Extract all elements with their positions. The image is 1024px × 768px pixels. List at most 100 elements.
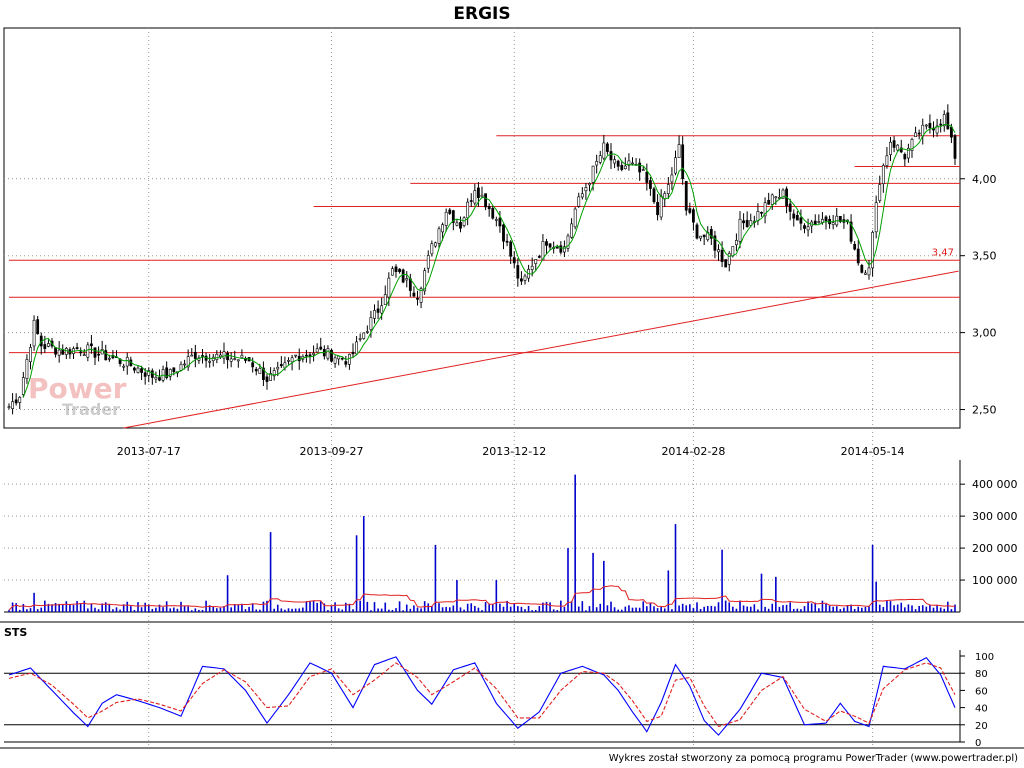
candle-body (451, 210, 455, 223)
footer-credit: Wykres został stworzony za pomocą progra… (608, 753, 1018, 764)
candle-body (365, 331, 369, 333)
candle-body (953, 135, 957, 159)
candle-body (896, 144, 900, 151)
candle-body (226, 352, 229, 361)
candle-body (459, 222, 462, 229)
candle-body (272, 370, 276, 377)
candle-body (441, 224, 444, 233)
candle-body (788, 203, 792, 212)
candle-body (939, 123, 943, 126)
candle-body (7, 406, 11, 408)
candle-body (821, 219, 824, 223)
candle-body (616, 160, 620, 167)
candle-body (122, 365, 126, 368)
chart-title: ERGIS (453, 4, 510, 24)
candle-body (878, 184, 882, 201)
candle-body (308, 354, 312, 357)
candle-body (136, 367, 140, 373)
candle-body (774, 196, 778, 199)
candle-body (735, 240, 738, 246)
candle-body (595, 161, 599, 166)
x-tick-label: 2013-09-27 (300, 445, 364, 458)
sts-tick-label: 40 (975, 704, 988, 715)
watermark: Power Trader (28, 372, 127, 419)
sts-main-line (8, 656, 956, 736)
candle-body (287, 360, 290, 362)
candle-body (623, 165, 627, 169)
candle-body (179, 364, 183, 371)
candle-body (193, 351, 197, 359)
candle-body (47, 343, 50, 347)
volume-tick-label: 400 000 (972, 478, 1018, 491)
sts-tick-label: 0 (975, 738, 981, 749)
candle-body (90, 343, 93, 346)
candle-body (344, 361, 348, 365)
candle-body (512, 257, 516, 264)
candle-body (699, 235, 702, 239)
y-tick-label: 4,00 (972, 173, 997, 186)
candle-body (509, 241, 513, 257)
candle-body (580, 193, 584, 198)
x-tick-label: 2013-07-17 (117, 445, 181, 458)
candle-body (942, 114, 946, 127)
candle-body (86, 344, 90, 358)
candle-body (817, 221, 821, 223)
candle-body (201, 355, 204, 357)
volume-tick-label: 100 000 (972, 574, 1018, 587)
candle-body (398, 268, 401, 272)
candle-body (190, 354, 194, 357)
candle-body (330, 349, 333, 362)
candle-body (803, 225, 806, 229)
candle-body (860, 265, 864, 273)
candle-body (588, 183, 591, 186)
volume-moving-average (8, 585, 956, 611)
price-frame (3, 27, 961, 429)
candle-body (907, 148, 910, 159)
candle-body (426, 255, 430, 269)
candle-body (104, 350, 108, 361)
candle-body (147, 370, 151, 376)
x-tick-label: 2014-05-14 (841, 445, 905, 458)
sts-tick-label: 60 (975, 686, 988, 697)
candle-body (738, 218, 742, 242)
candle-body (473, 190, 477, 204)
x-tick-label: 2014-02-28 (661, 445, 725, 458)
candle-body (917, 132, 921, 135)
candle-body (326, 348, 330, 359)
candle-body (333, 357, 337, 364)
candle-body (387, 277, 391, 298)
candle-body (946, 112, 950, 130)
candle-body (444, 211, 448, 226)
volume-tick-label: 300 000 (972, 510, 1018, 523)
candle-body (523, 275, 527, 281)
candle-body (910, 139, 914, 151)
candle-body (254, 368, 258, 372)
candle-body (620, 165, 624, 170)
candle-body (881, 165, 885, 184)
candle-body (11, 401, 14, 409)
candle-body (781, 189, 785, 199)
candle-body (29, 347, 32, 363)
candle-body (466, 201, 470, 219)
candle-body (57, 349, 61, 356)
candle-body (874, 202, 878, 233)
candle-body (742, 220, 745, 224)
candle-body (724, 259, 728, 268)
candle-body (18, 397, 22, 403)
candle-body (494, 219, 498, 221)
candle-body (373, 310, 376, 319)
candle-body (760, 211, 763, 214)
volume-panel: 100 000 200 000 300 000 400 000 (4, 460, 1018, 613)
candle-body (348, 353, 351, 365)
candle-body (692, 209, 695, 223)
sts-tick-label: 80 (975, 669, 988, 680)
candle-body (419, 288, 423, 303)
candle-body (548, 243, 552, 248)
candle-body (684, 181, 688, 211)
candle-body (534, 259, 538, 264)
candle-body (541, 241, 545, 261)
candle-body (43, 344, 47, 349)
candle-body (133, 367, 136, 371)
candle-body (258, 368, 262, 374)
candle-body (279, 364, 283, 367)
